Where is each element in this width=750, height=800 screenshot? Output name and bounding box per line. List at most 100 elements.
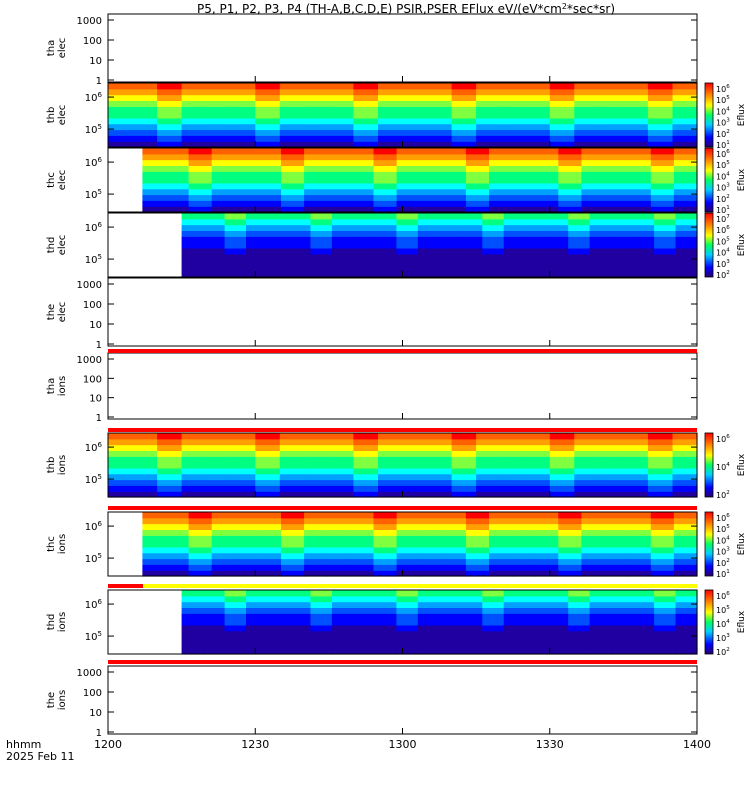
spectrogram-cell — [512, 188, 536, 196]
spectrogram-cell — [267, 224, 290, 231]
spectrogram-cell — [402, 141, 428, 148]
status-bar — [108, 584, 697, 588]
spectrogram-cell — [281, 153, 305, 161]
spectrogram-cell — [650, 517, 675, 525]
spectrogram-cell — [181, 213, 204, 220]
spectrogram-cell — [460, 230, 483, 237]
spectrogram-cell — [181, 83, 207, 90]
tick-label: 101 — [716, 569, 730, 579]
spectrogram-cell — [373, 153, 398, 161]
spectrogram-cell — [558, 535, 582, 542]
spectrogram-cell — [350, 177, 374, 184]
spectrogram-cell — [654, 247, 677, 255]
spectrogram-cell — [535, 206, 559, 213]
spectrogram-cell — [589, 595, 612, 603]
spectrogram-cell — [327, 206, 351, 213]
spectrogram-cell — [165, 171, 190, 178]
spectrogram-cell — [279, 450, 305, 457]
spectrogram-cell — [549, 433, 575, 440]
spectrogram-cell — [465, 194, 490, 201]
spectrogram-cell — [581, 165, 606, 172]
spectrogram-cell — [142, 552, 167, 560]
spectrogram-cell — [417, 265, 440, 272]
colorbar-thc_ions — [704, 511, 714, 577]
spectrogram-cell — [108, 438, 134, 446]
spectrogram-cell — [419, 148, 444, 155]
spectrogram-cell — [373, 159, 398, 166]
spectrogram-cell — [546, 230, 569, 237]
spectrogram-cell — [549, 83, 575, 90]
spectrogram-cell — [206, 123, 232, 131]
spectrogram-cell — [246, 590, 269, 597]
spectrogram-cell — [328, 433, 354, 440]
spectrogram-cell — [108, 88, 134, 96]
spectrogram-cell — [142, 194, 167, 201]
spectrogram-cell — [647, 433, 673, 440]
tick-label: 10 — [89, 394, 102, 405]
spectrogram-cell — [165, 148, 190, 155]
spectrogram-cell — [157, 123, 183, 131]
spectrogram-cell — [331, 218, 354, 226]
spectrogram-cell — [598, 88, 624, 96]
spectrogram-cell — [419, 535, 444, 542]
spectrogram-cell — [246, 648, 269, 655]
spectrogram-cell — [304, 512, 328, 519]
spectrogram-cell — [650, 512, 675, 519]
spectrogram-cell — [246, 230, 269, 237]
spectrogram-cell — [132, 485, 158, 492]
spectrogram-cell — [257, 529, 282, 536]
spectrogram-cell — [230, 450, 256, 457]
spectrogram-cell — [647, 135, 673, 142]
tick-label: 104 — [716, 462, 730, 472]
spectrogram-cell — [568, 607, 591, 614]
spectrogram-cell — [132, 462, 158, 469]
spectrogram-cell — [211, 523, 236, 530]
spectrogram-cell — [503, 619, 526, 626]
spectrogram-cell — [546, 601, 569, 608]
spectrogram-cell — [373, 529, 398, 536]
spectrogram-cell — [604, 535, 629, 542]
spectrogram-cell — [672, 141, 698, 148]
spectrogram-cell — [673, 552, 698, 560]
spectrogram-cell — [396, 171, 421, 178]
spectrogram-cell — [672, 123, 698, 131]
spectrogram-cell — [525, 450, 551, 457]
spectrogram-cell — [427, 462, 453, 469]
spectrogram-cell — [549, 129, 575, 136]
spectrogram-cell — [165, 529, 190, 536]
spectrogram-cell — [396, 188, 421, 196]
spectrogram-cell — [675, 230, 698, 237]
spectrogram-cell — [525, 433, 551, 440]
spectrogram-cell — [574, 491, 600, 498]
spectrogram-cell — [304, 117, 330, 125]
spectrogram-cell — [427, 141, 453, 148]
spectrogram-cell — [500, 456, 526, 463]
spectrogram-cell — [525, 479, 551, 486]
spectrogram-cell — [211, 564, 236, 571]
spectrogram-cell — [279, 433, 305, 440]
spectrogram-cell — [132, 450, 158, 457]
spectrogram-cell — [460, 259, 483, 266]
spectrogram-cell — [157, 491, 183, 498]
spectrogram-cell — [165, 200, 190, 207]
spectrogram-cell — [267, 642, 290, 649]
spectrogram-cell — [476, 485, 502, 492]
spectrogram-cell — [181, 485, 207, 492]
spectrogram-cell — [224, 601, 247, 608]
spectrogram-cell — [331, 590, 354, 597]
spectrogram-cell — [396, 236, 419, 243]
spectrogram-cell — [451, 112, 477, 119]
spectrogram-cell — [310, 595, 333, 603]
panels-group: thaelec1000100101thbelec1061051041031021… — [46, 13, 747, 751]
tick-label: 106 — [85, 156, 103, 169]
spectrogram-cell — [132, 135, 158, 142]
spectrogram-cell — [482, 271, 505, 278]
spectrogram-cell — [675, 601, 698, 608]
spectrogram-cell — [289, 253, 312, 261]
spectrogram-cell — [632, 648, 655, 655]
spectrogram-cell — [558, 171, 582, 178]
spectrogram-cell — [353, 601, 376, 608]
spectrogram-cell — [378, 473, 404, 481]
spectrogram-cell — [402, 123, 428, 131]
